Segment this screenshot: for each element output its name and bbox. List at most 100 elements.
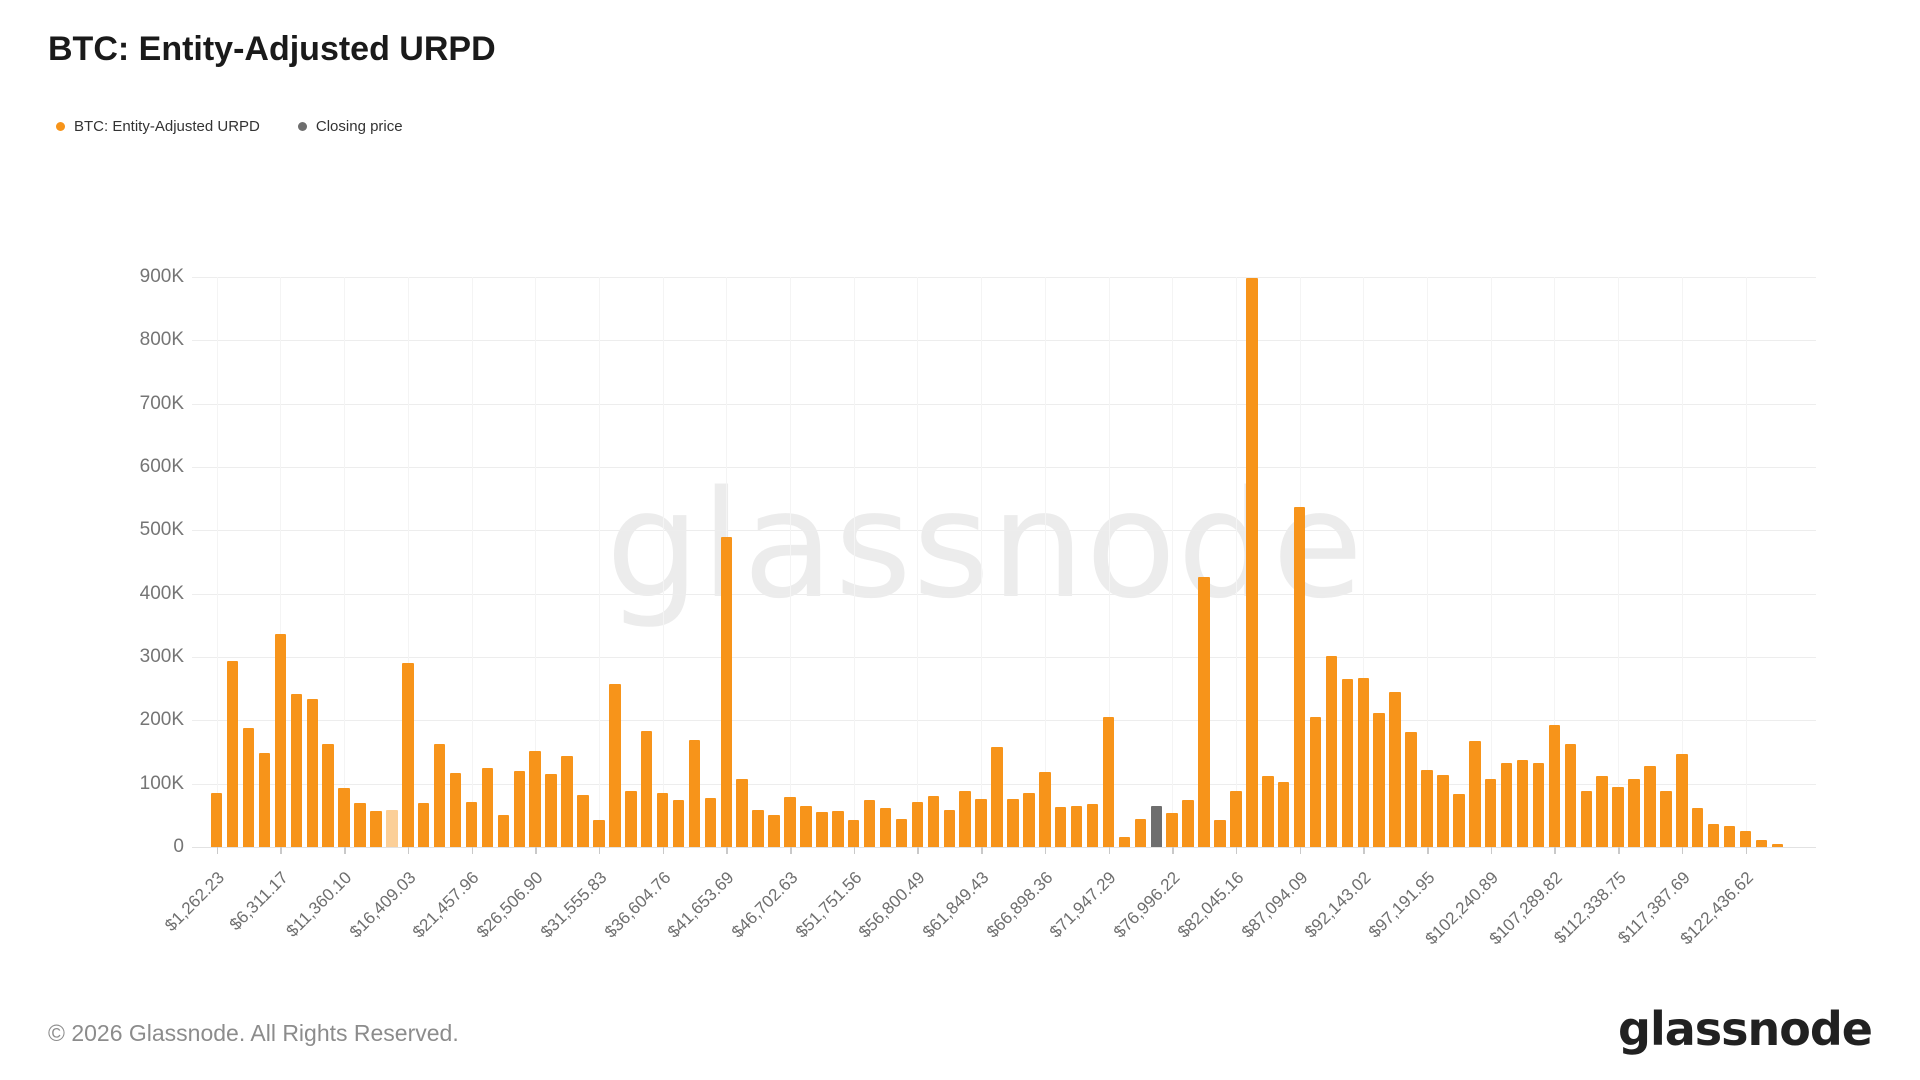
urpd-bar[interactable] [959, 790, 971, 847]
urpd-bar[interactable] [577, 795, 589, 847]
urpd-bar[interactable] [290, 693, 303, 847]
urpd-bar[interactable] [991, 746, 1003, 847]
urpd-bar[interactable] [1596, 776, 1608, 847]
urpd-bar[interactable] [306, 698, 318, 847]
urpd-bar[interactable] [895, 818, 908, 847]
urpd-bar[interactable] [1134, 818, 1147, 847]
urpd-bar[interactable] [1277, 781, 1290, 847]
urpd-bar[interactable] [1660, 790, 1672, 847]
urpd-bar[interactable] [497, 815, 510, 847]
urpd-bar[interactable] [593, 820, 605, 847]
urpd-bar[interactable] [1293, 506, 1306, 847]
urpd-bar[interactable] [433, 743, 446, 847]
urpd-bar[interactable] [832, 810, 844, 847]
urpd-bar[interactable] [1182, 800, 1194, 847]
urpd-bar[interactable] [1389, 692, 1401, 847]
urpd-bar[interactable] [1325, 656, 1338, 847]
urpd-bar[interactable] [1070, 806, 1083, 847]
urpd-bar[interactable] [656, 793, 669, 847]
urpd-bar[interactable] [561, 755, 573, 847]
urpd-bar[interactable] [1676, 753, 1688, 847]
urpd-bar[interactable] [1564, 743, 1577, 847]
urpd-bar[interactable] [226, 660, 239, 847]
urpd-bar[interactable] [449, 772, 462, 847]
urpd-bar[interactable] [1516, 760, 1529, 847]
urpd-bar[interactable] [1771, 843, 1784, 847]
urpd-bar[interactable] [1532, 763, 1545, 847]
urpd-bar[interactable] [1580, 790, 1592, 847]
urpd-bar[interactable] [1086, 803, 1099, 847]
urpd-bar[interactable] [704, 798, 717, 847]
urpd-bar[interactable] [1102, 716, 1115, 847]
urpd-bar[interactable] [752, 809, 764, 847]
urpd-bar[interactable] [927, 796, 940, 847]
urpd-bar[interactable] [1437, 774, 1449, 847]
urpd-bar[interactable] [1023, 793, 1035, 847]
urpd-bar[interactable] [1118, 836, 1131, 847]
urpd-bar[interactable] [258, 753, 271, 847]
urpd-bar[interactable] [210, 793, 223, 847]
urpd-bar[interactable] [481, 767, 494, 847]
urpd-bar[interactable] [1166, 812, 1178, 847]
urpd-bar[interactable] [402, 662, 414, 847]
urpd-bar[interactable] [640, 731, 653, 847]
urpd-bar[interactable] [274, 633, 287, 847]
closing-price-bar[interactable] [1150, 805, 1163, 847]
urpd-bar[interactable] [1309, 717, 1322, 847]
urpd-bar[interactable] [370, 810, 382, 847]
urpd-bar[interactable] [800, 805, 812, 847]
urpd-bar[interactable] [1484, 779, 1497, 847]
urpd-bar[interactable] [529, 751, 541, 847]
urpd-bar[interactable] [1341, 678, 1354, 847]
urpd-bar[interactable] [1230, 790, 1242, 847]
urpd-bar[interactable] [465, 802, 478, 847]
urpd-bar[interactable] [1373, 712, 1385, 847]
urpd-bar[interactable] [1469, 741, 1481, 847]
urpd-bar[interactable] [911, 802, 924, 847]
urpd-bar[interactable] [242, 727, 255, 847]
urpd-bar[interactable] [625, 790, 637, 847]
urpd-bar[interactable] [1453, 793, 1465, 847]
urpd-bar[interactable] [609, 683, 621, 847]
urpd-bar[interactable] [354, 803, 366, 847]
urpd-bar[interactable] [1755, 840, 1768, 847]
urpd-bar[interactable] [1723, 826, 1736, 847]
urpd-bar[interactable] [1198, 577, 1210, 847]
urpd-bar[interactable] [1421, 769, 1433, 847]
urpd-bar[interactable] [1644, 765, 1656, 847]
urpd-bar[interactable] [1262, 776, 1274, 847]
urpd-bar[interactable] [417, 803, 430, 847]
legend-item-urpd[interactable]: BTC: Entity-Adjusted URPD [56, 118, 260, 135]
urpd-bar[interactable] [975, 798, 987, 847]
urpd-bar[interactable] [1548, 725, 1561, 847]
urpd-bar[interactable] [1628, 778, 1640, 847]
urpd-bar[interactable] [943, 810, 955, 847]
legend-item-closing-price[interactable]: Closing price [297, 118, 403, 135]
urpd-bar[interactable] [386, 809, 398, 847]
urpd-bar[interactable] [688, 739, 701, 847]
urpd-bar[interactable] [736, 778, 748, 847]
urpd-bar[interactable] [322, 743, 334, 847]
urpd-bar[interactable] [338, 788, 350, 847]
urpd-bar[interactable] [863, 799, 876, 847]
urpd-bar[interactable] [513, 771, 526, 847]
urpd-bar[interactable] [879, 807, 892, 847]
urpd-bar[interactable] [1707, 824, 1720, 847]
urpd-bar[interactable] [768, 815, 780, 847]
urpd-bar[interactable] [672, 800, 685, 847]
urpd-bar[interactable] [545, 773, 557, 847]
urpd-bar[interactable] [1500, 762, 1513, 847]
urpd-bar[interactable] [1039, 772, 1051, 847]
urpd-bar[interactable] [1405, 732, 1417, 847]
urpd-bar[interactable] [1612, 787, 1624, 847]
urpd-bar[interactable] [1357, 677, 1370, 847]
urpd-bar[interactable] [1054, 807, 1067, 847]
urpd-bar[interactable] [816, 811, 828, 847]
urpd-bar[interactable] [1007, 798, 1019, 847]
urpd-bar[interactable] [1246, 278, 1258, 847]
urpd-bar[interactable] [1691, 808, 1704, 847]
urpd-bar[interactable] [784, 796, 796, 847]
urpd-bar[interactable] [847, 819, 860, 847]
urpd-bar[interactable] [720, 536, 733, 847]
urpd-bar[interactable] [1739, 830, 1752, 847]
